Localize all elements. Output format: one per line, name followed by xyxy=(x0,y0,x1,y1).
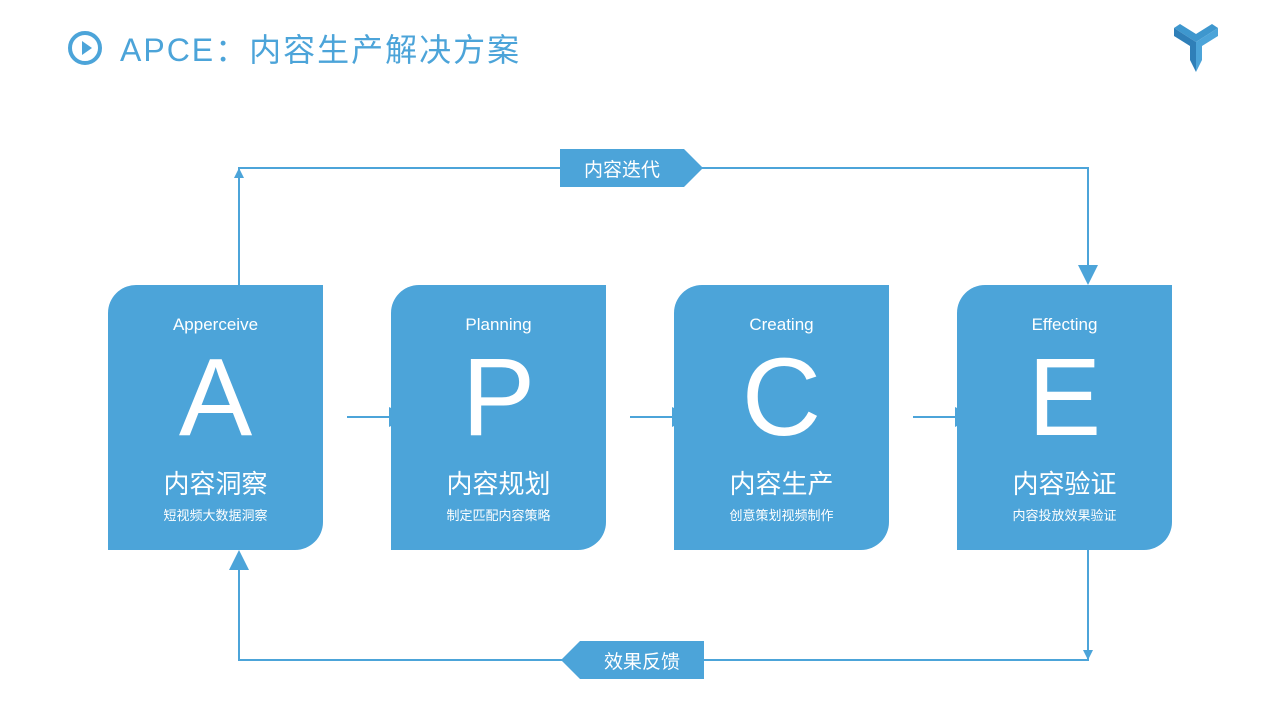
card-sub: 内容投放效果验证 xyxy=(1012,505,1116,524)
bottom-banner-label: 效果反馈 xyxy=(604,647,680,674)
process-card: CreatingC 内容生产创意策划视频制作 xyxy=(674,285,889,550)
bottom-banner: 效果反馈 xyxy=(580,641,704,679)
card-english: Creating xyxy=(749,315,813,335)
card-sub: 短视频大数据洞察 xyxy=(163,505,267,524)
process-card: PlanningP 内容规划制定匹配内容策略 xyxy=(391,285,606,550)
card-chinese: 内容生产 xyxy=(729,464,833,501)
card-letter: C xyxy=(742,337,821,458)
card-english: Apperceive xyxy=(173,315,258,335)
top-banner: 内容迭代 xyxy=(560,149,684,187)
card-chinese: 内容验证 xyxy=(1012,464,1116,501)
card-sub: 制定匹配内容策略 xyxy=(446,505,550,524)
card-letter: A xyxy=(179,337,252,458)
card-chinese: 内容规划 xyxy=(446,464,550,501)
card-sub: 创意策划视频制作 xyxy=(729,505,833,524)
card-english: Planning xyxy=(465,315,531,335)
process-card: EffectingE 内容验证内容投放效果验证 xyxy=(957,285,1172,550)
card-english: Effecting xyxy=(1032,315,1098,335)
card-letter: P xyxy=(462,337,535,458)
process-card: ApperceiveA 内容洞察短视频大数据洞察 xyxy=(108,285,323,550)
card-chinese: 内容洞察 xyxy=(163,464,267,501)
top-banner-label: 内容迭代 xyxy=(584,155,660,182)
cards-container: ApperceiveA 内容洞察短视频大数据洞察 PlanningP 内容规划制定匹配… xyxy=(0,285,1280,550)
card-letter: E xyxy=(1028,337,1101,458)
